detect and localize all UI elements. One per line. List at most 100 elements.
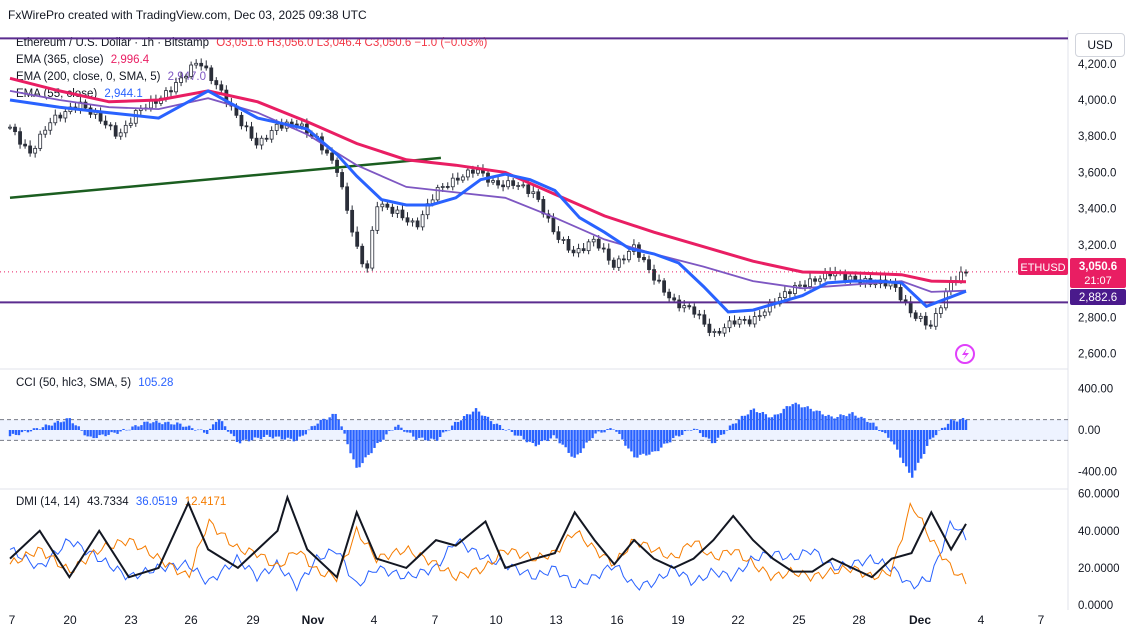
cci-bar — [806, 406, 809, 430]
x-tick-label: 19 — [671, 613, 685, 627]
dmi-pane[interactable] — [9, 494, 967, 592]
cci-bar — [205, 430, 209, 435]
candle-body — [8, 126, 12, 129]
cci-bar — [905, 430, 908, 467]
lightning-icon — [955, 344, 975, 364]
candle-body — [697, 313, 702, 316]
candle-body — [717, 330, 722, 334]
price-tick-label: 3,800.0 — [1078, 131, 1116, 143]
cci-bar — [346, 430, 349, 445]
cci-bar — [707, 430, 711, 439]
candle-body — [566, 239, 571, 251]
dmi-tick-label: 40.0000 — [1078, 526, 1120, 538]
countdown-tag: 21:07 — [1084, 275, 1112, 287]
candle-body — [938, 307, 943, 314]
x-tick-label: 13 — [549, 613, 563, 627]
cci-bar — [92, 430, 95, 439]
candle-body — [571, 249, 576, 254]
cci-bar — [919, 430, 923, 459]
cci-bar — [830, 416, 833, 430]
cci-bar — [47, 425, 51, 430]
cci-bar — [683, 430, 687, 432]
candle-body — [214, 80, 219, 86]
candle-body — [340, 172, 344, 188]
cci-pane[interactable] — [0, 402, 1068, 478]
cci-bar — [525, 430, 529, 443]
cci-bar — [289, 430, 293, 439]
cci-bar — [465, 414, 469, 430]
candle-body — [370, 229, 375, 269]
ohlc-values: O3,051.6 H3,056.0 L3,046.4 C3,050.6 −1.0… — [216, 37, 488, 49]
cci-bar — [776, 414, 779, 430]
cci-bar — [588, 430, 591, 441]
candle-body — [818, 278, 822, 282]
cci-bar — [680, 430, 684, 435]
candle-body — [169, 90, 173, 93]
cci-bar — [725, 430, 729, 431]
cci-bar — [943, 427, 947, 430]
candle-body — [58, 114, 63, 119]
cci-bar — [788, 406, 791, 430]
price-tags: ETHUSD 3,050.6 21:07 2,882.6 — [1018, 258, 1126, 305]
cci-bar — [486, 416, 490, 430]
candle-body — [244, 125, 249, 128]
cci-bar — [447, 430, 451, 431]
cci-bar — [400, 427, 403, 430]
cci-bar — [20, 430, 24, 433]
candle-body — [496, 180, 500, 186]
cci-bar — [110, 430, 113, 433]
cci-bar — [38, 429, 42, 430]
dmi-legend[interactable]: DMI (14, 14) 43.7334 36.0519 12.4171 — [16, 496, 226, 508]
ema55-legend[interactable]: EMA (55, close) 2,944.1 — [16, 88, 143, 100]
cci-bar — [606, 429, 609, 430]
cci-bar — [29, 430, 33, 432]
ema365-legend[interactable]: EMA (365, close) 2,996.4 — [16, 54, 149, 66]
cci-bar — [125, 429, 128, 431]
cci-bar — [779, 413, 782, 430]
candle-body — [410, 220, 415, 223]
ema365-line — [9, 76, 967, 284]
cci-bar — [917, 430, 920, 463]
symbol-legend[interactable]: Ethereum / U.S. Dollar · 1h · Bitstamp O… — [16, 37, 487, 49]
candle-body — [918, 315, 923, 319]
cci-bar — [833, 418, 836, 430]
cci-legend[interactable]: CCI (50, hlc3, SMA, 5) 105.28 — [16, 377, 173, 389]
price-pane[interactable] — [0, 37, 1068, 338]
candle-body — [179, 77, 183, 83]
cci-bar — [385, 430, 388, 435]
cci-bar — [17, 430, 21, 436]
cci-bar — [540, 430, 543, 442]
cci-bar — [62, 421, 65, 430]
cci-bar — [657, 430, 660, 452]
watermark-header: FxWirePro created with TradingView.com, … — [8, 8, 367, 22]
cci-bar — [863, 418, 866, 430]
price-tick-label: 4,000.0 — [1078, 95, 1116, 107]
price-tick-label: 2,600.0 — [1078, 349, 1116, 361]
cci-bar — [459, 420, 463, 430]
currency-button[interactable]: USD — [1075, 33, 1125, 57]
cci-bar — [155, 420, 158, 430]
cci-bar — [857, 417, 860, 430]
cci-bar — [931, 430, 935, 438]
cci-bar — [388, 430, 391, 431]
cci-bar — [899, 430, 902, 458]
candle-body — [808, 278, 812, 287]
di-minus-line — [9, 502, 967, 585]
candle-body — [48, 122, 53, 131]
cci-bar — [116, 430, 119, 434]
cci-bar — [331, 413, 334, 430]
candle-body — [551, 217, 556, 233]
candle-body — [219, 84, 224, 91]
candle-body — [113, 125, 118, 137]
cci-bar — [672, 430, 675, 439]
x-tick-label: 22 — [731, 613, 745, 627]
cci-bar — [869, 422, 872, 430]
candle-body — [174, 82, 178, 93]
cci-bar — [740, 415, 744, 430]
candle-body — [647, 259, 651, 270]
cci-bar — [818, 410, 821, 430]
cci-bar — [519, 430, 523, 436]
cci-bar — [238, 430, 242, 444]
cci-bar — [364, 430, 367, 458]
